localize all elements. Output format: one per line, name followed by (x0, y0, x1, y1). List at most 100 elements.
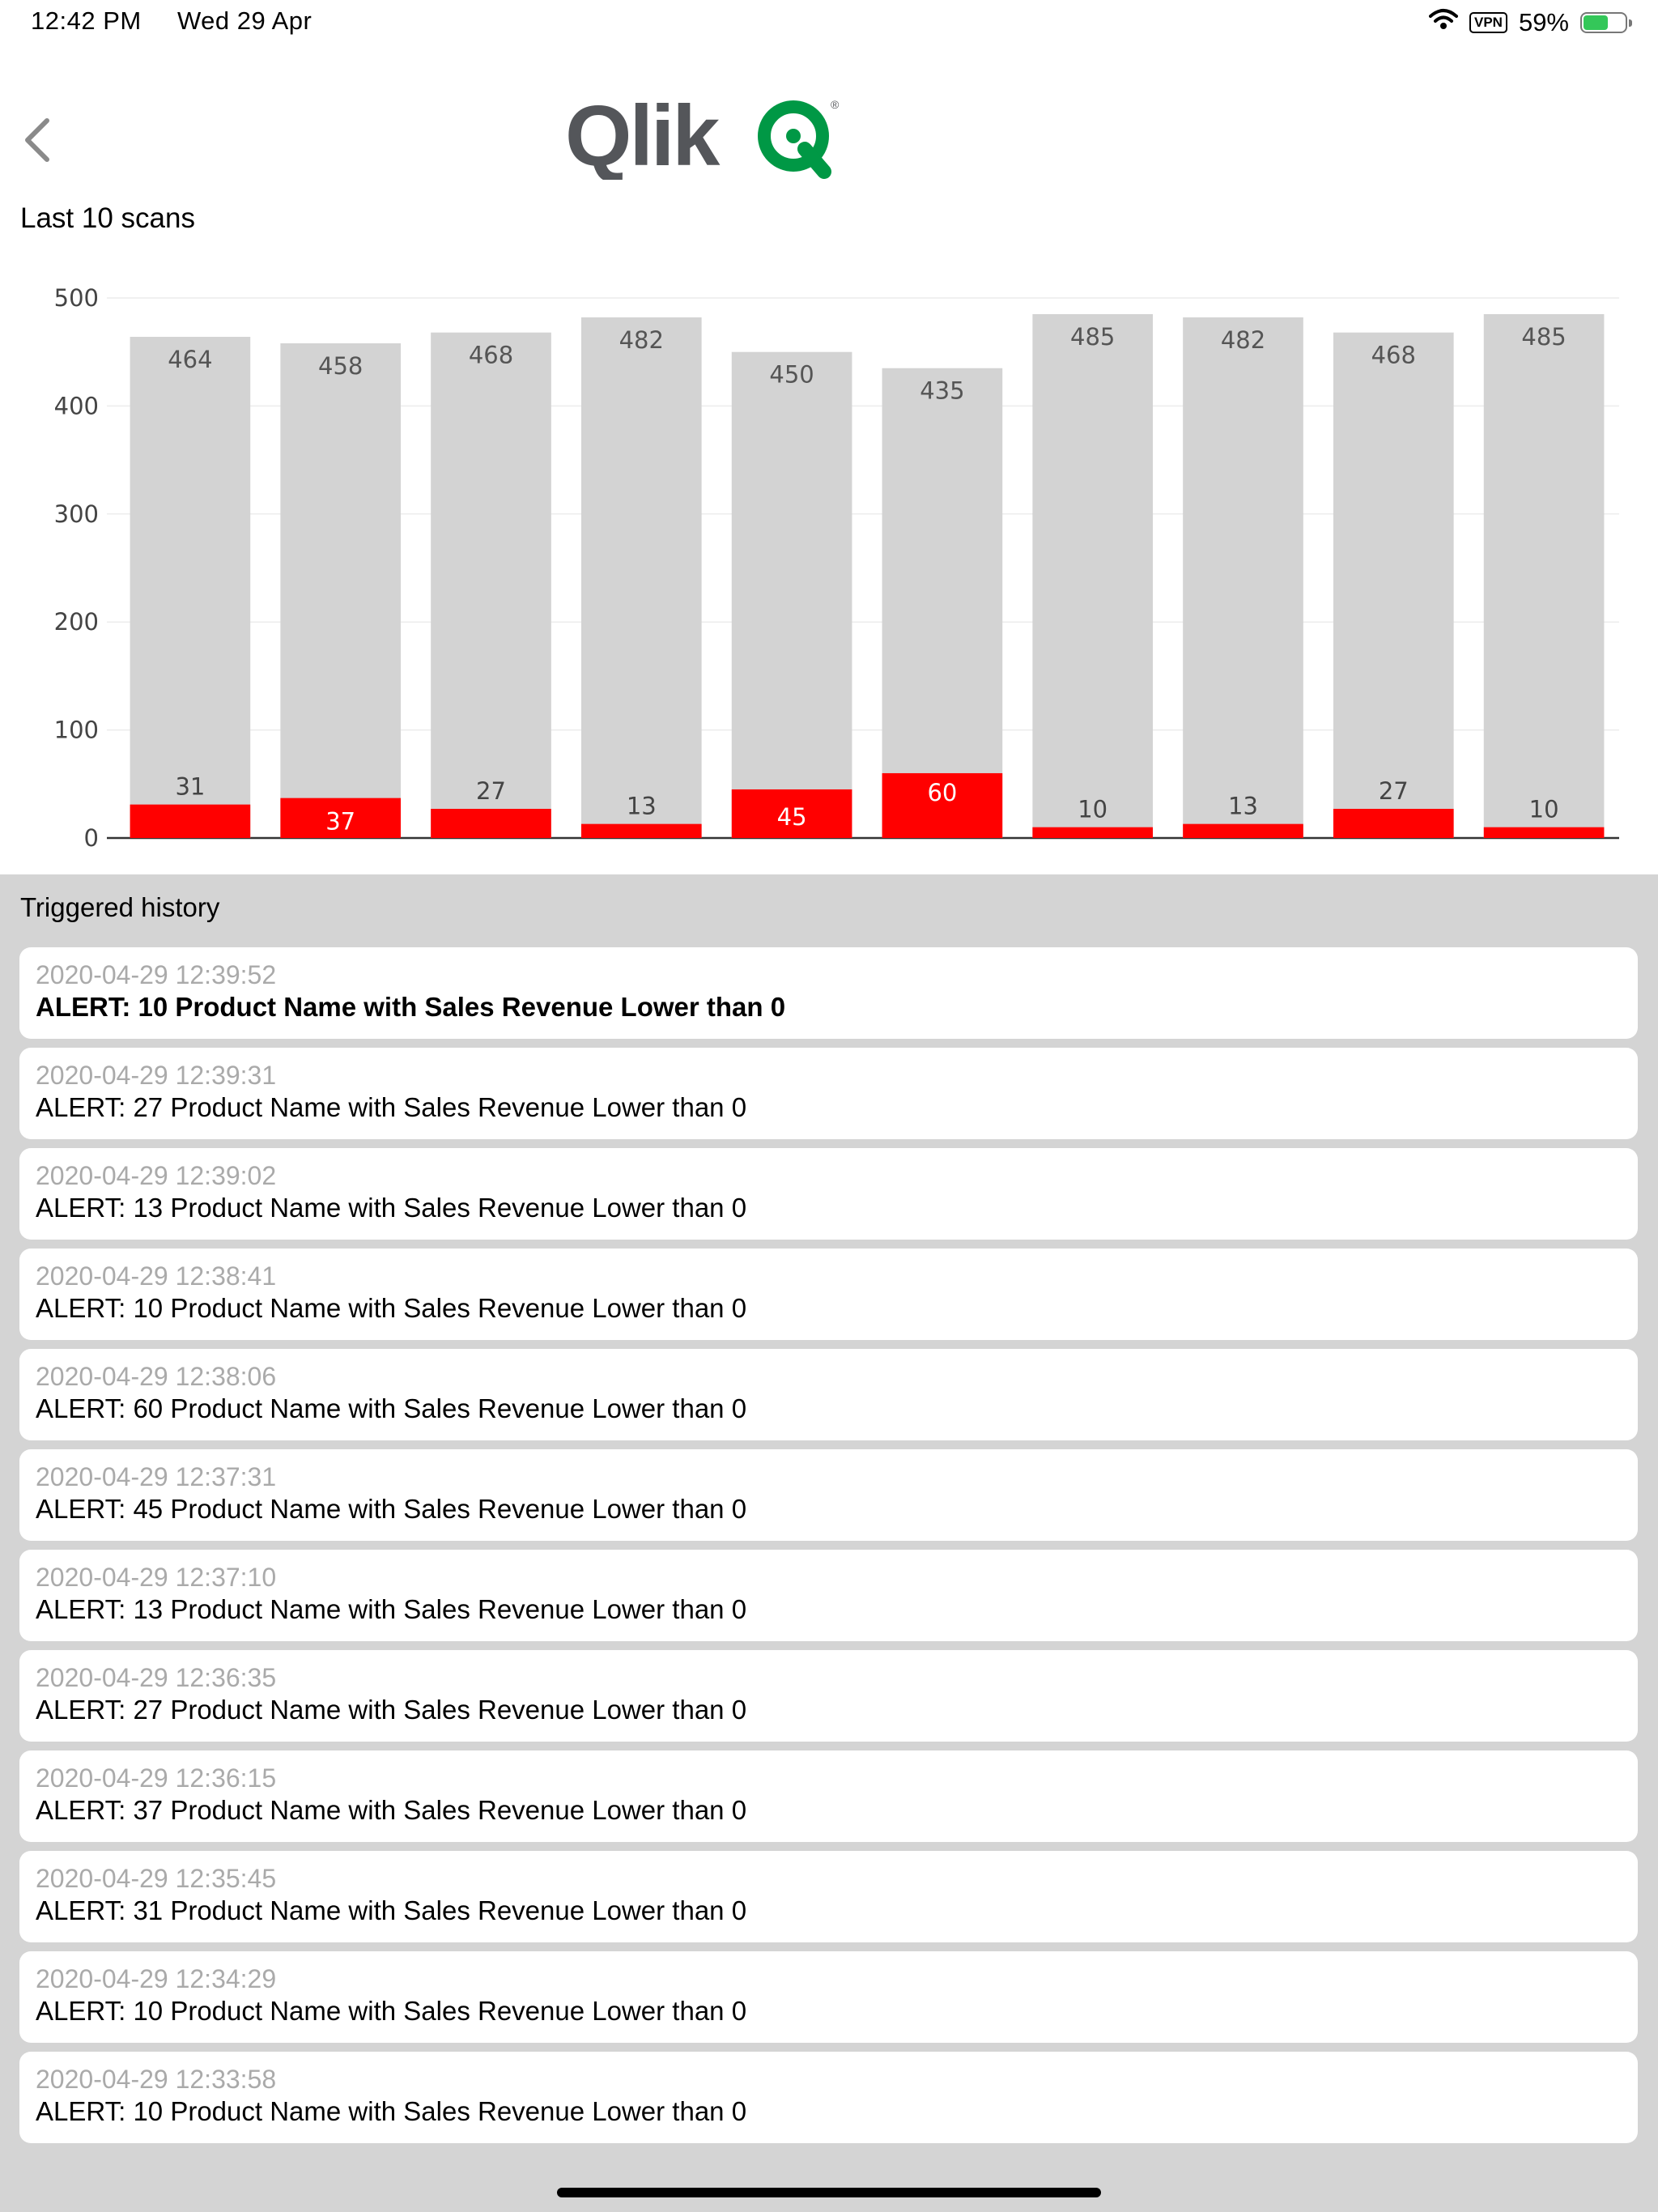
scans-title: Last 10 scans (20, 202, 195, 234)
status-bar: 12:42 PM Wed 29 Apr VPN 59% (0, 0, 1658, 45)
status-clock: 12:42 PM (31, 6, 142, 35)
history-message: ALERT: 13 Product Name with Sales Revenu… (36, 1193, 747, 1223)
history-timestamp: 2020-04-29 12:37:31 (36, 1462, 277, 1491)
history-item[interactable]: 2020-04-29 12:36:15 ALERT: 37 Product Nam… (19, 1750, 1638, 1842)
history-timestamp: 2020-04-29 12:39:02 (36, 1161, 277, 1190)
home-indicator[interactable] (557, 2188, 1101, 2197)
history-message: ALERT: 10 Product Name with Sales Revenu… (36, 1996, 747, 2026)
battery-nub (1629, 19, 1632, 27)
history-item[interactable]: 2020-04-29 12:39:02 ALERT: 13 Product Nam… (19, 1148, 1638, 1240)
logo-registered: ® (831, 98, 840, 111)
history-item[interactable]: 2020-04-29 12:39:52 ALERT: 10 Product Nam… (19, 947, 1638, 1039)
y-tick-label: 0 (84, 824, 99, 852)
bar-alert (731, 789, 852, 838)
history-timestamp: 2020-04-29 12:36:35 (36, 1663, 277, 1692)
bar-alert (431, 808, 551, 838)
y-tick-label: 200 (54, 608, 99, 636)
history-message: ALERT: 10 Product Name with Sales Revenu… (36, 1293, 747, 1323)
battery-icon (1580, 12, 1632, 33)
qlik-logo-mark: Qlik ® (565, 88, 840, 184)
scans-bar-chart: 0 100 200 300 400 500 464 31 458 37 468 27 482 13 450 4… (54, 284, 1619, 852)
history-timestamp: 2020-04-29 12:36:15 (36, 1763, 277, 1793)
history-timestamp: 2020-04-29 12:37:10 (36, 1563, 277, 1592)
history-timestamp: 2020-04-29 12:38:06 (36, 1362, 277, 1391)
bar-total-label: 485 (1070, 323, 1115, 351)
bar-total (580, 317, 702, 839)
triggered-history-panel: Triggered history 2020-04-29 12:39:52 ALE… (0, 874, 1658, 2212)
y-tick-label: 100 (54, 717, 99, 744)
bar-total-label: 468 (1371, 342, 1416, 369)
history-item[interactable]: 2020-04-29 12:39:31 ALERT: 27 Product Nam… (19, 1048, 1638, 1139)
history-message: ALERT: 45 Product Name with Sales Revenu… (36, 1494, 747, 1524)
bar-total (1183, 317, 1303, 839)
vpn-badge: VPN (1469, 12, 1507, 33)
bar-alert (280, 798, 402, 838)
history-timestamp: 2020-04-29 12:34:29 (36, 1964, 277, 1993)
history-item[interactable]: 2020-04-29 12:38:06 ALERT: 60 Product Nam… (19, 1349, 1638, 1440)
history-timestamp: 2020-04-29 12:39:31 (36, 1061, 277, 1090)
history-item[interactable]: 2020-04-29 12:36:35 ALERT: 27 Product Nam… (19, 1650, 1638, 1742)
history-message: ALERT: 10 Product Name with Sales Revenu… (36, 992, 786, 1022)
bar-alert (882, 772, 1003, 838)
history-list: 2020-04-29 12:39:52 ALERT: 10 Product Nam… (19, 947, 1638, 2152)
back-button[interactable] (15, 112, 60, 168)
wifi-icon (1428, 8, 1458, 37)
history-title: Triggered history (20, 892, 220, 922)
status-time: 12:42 PM Wed 29 Apr (31, 6, 312, 36)
bar-total (1333, 332, 1454, 838)
bar-total (882, 368, 1003, 839)
bar-total-label: 464 (168, 346, 212, 373)
history-message: ALERT: 10 Product Name with Sales Revenu… (36, 2096, 747, 2126)
history-message: ALERT: 31 Product Name with Sales Revenu… (36, 1895, 747, 1925)
bar-alert (1483, 827, 1605, 838)
bar-alert-label: 31 (175, 773, 205, 801)
history-message: ALERT: 27 Product Name with Sales Revenu… (36, 1092, 747, 1122)
bar-alert (580, 823, 702, 838)
history-message: ALERT: 37 Product Name with Sales Revenu… (36, 1795, 747, 1825)
bar-total-label: 450 (769, 361, 814, 389)
bar-total-label: 458 (318, 352, 363, 380)
bar-total (1032, 314, 1154, 838)
history-item[interactable]: 2020-04-29 12:33:58 ALERT: 10 Product Nam… (19, 2052, 1638, 2143)
y-tick-label: 300 (54, 500, 99, 528)
history-message: ALERT: 60 Product Name with Sales Revenu… (36, 1393, 747, 1423)
battery-percent: 59% (1518, 8, 1569, 36)
bar-alert-label: 10 (1529, 796, 1559, 823)
bar-total (130, 337, 251, 838)
history-timestamp: 2020-04-29 12:33:58 (36, 2065, 277, 2094)
history-message: ALERT: 27 Product Name with Sales Revenu… (36, 1695, 747, 1725)
bar-total (280, 343, 402, 838)
history-timestamp: 2020-04-29 12:35:45 (36, 1864, 277, 1893)
history-item[interactable]: 2020-04-29 12:34:29 ALERT: 10 Product Nam… (19, 1951, 1638, 2043)
history-item[interactable]: 2020-04-29 12:38:41 ALERT: 10 Product Nam… (19, 1249, 1638, 1340)
y-tick-label: 500 (54, 284, 99, 312)
status-date: Wed 29 Apr (176, 6, 312, 35)
bar-alert (1032, 827, 1154, 838)
qlik-logo: Qlik ® (565, 88, 840, 184)
history-item[interactable]: 2020-04-29 12:35:45 ALERT: 31 Product Nam… (19, 1851, 1638, 1942)
bar-alert-label: 37 (325, 807, 355, 835)
bar-alert-label: 10 (1078, 796, 1107, 823)
bar-total-label: 485 (1521, 323, 1566, 351)
bar-total (431, 332, 551, 838)
bar-alert-label: 60 (927, 779, 957, 806)
bar-total-label: 435 (920, 377, 964, 405)
bar-alert (1333, 808, 1454, 838)
history-message: ALERT: 13 Product Name with Sales Revenu… (36, 1594, 747, 1624)
bar-total (1483, 314, 1605, 838)
y-tick-label: 400 (54, 392, 99, 419)
chevron-left-icon (25, 118, 49, 162)
bar-total-label: 482 (619, 326, 664, 354)
bar-total-label: 482 (1221, 326, 1265, 354)
status-indicators: VPN 59% (1428, 6, 1632, 39)
bar-alert-label: 13 (1228, 793, 1258, 820)
history-item[interactable]: 2020-04-29 12:37:10 ALERT: 13 Product Nam… (19, 1550, 1638, 1641)
bar-total-label: 468 (469, 342, 513, 369)
history-item[interactable]: 2020-04-29 12:37:31 ALERT: 45 Product Nam… (19, 1449, 1638, 1541)
battery-level (1584, 15, 1608, 30)
bar-alert-label: 27 (1379, 777, 1409, 805)
bar-alert-label: 13 (627, 793, 657, 820)
bar-alert-label: 27 (476, 777, 506, 805)
bar-alert (130, 804, 251, 838)
history-timestamp: 2020-04-29 12:39:52 (36, 960, 277, 989)
